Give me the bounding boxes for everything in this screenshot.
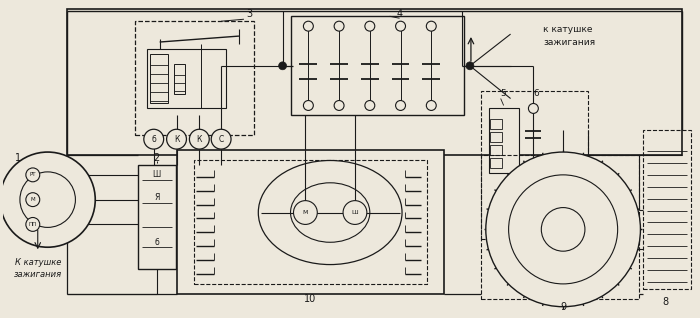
Circle shape bbox=[303, 100, 314, 110]
Circle shape bbox=[343, 201, 367, 225]
Text: 2: 2 bbox=[153, 153, 160, 163]
Bar bbox=[135, 21, 254, 135]
Bar bbox=[67, 9, 682, 155]
Bar bbox=[481, 91, 588, 239]
Bar bbox=[490, 132, 502, 142]
Text: б: б bbox=[151, 135, 156, 144]
Text: К: К bbox=[174, 135, 179, 144]
Circle shape bbox=[466, 62, 474, 70]
Text: к катушке: к катушке bbox=[543, 24, 593, 34]
Text: 10: 10 bbox=[304, 294, 316, 304]
Text: К: К bbox=[197, 135, 202, 144]
Bar bbox=[643, 130, 691, 289]
Circle shape bbox=[26, 218, 40, 232]
Text: Я: Я bbox=[154, 193, 160, 202]
Text: Ш: Ш bbox=[153, 170, 161, 179]
Circle shape bbox=[528, 103, 538, 114]
Text: зажигания: зажигания bbox=[14, 271, 62, 280]
Circle shape bbox=[293, 201, 317, 225]
Circle shape bbox=[144, 129, 164, 149]
Circle shape bbox=[334, 100, 344, 110]
Text: зажигания: зажигания bbox=[543, 38, 596, 46]
Circle shape bbox=[486, 152, 640, 307]
Ellipse shape bbox=[258, 161, 402, 265]
Circle shape bbox=[426, 21, 436, 31]
Bar bbox=[290, 16, 464, 115]
Circle shape bbox=[167, 129, 186, 149]
Text: М: М bbox=[302, 210, 308, 215]
Bar bbox=[150, 54, 167, 103]
Bar bbox=[195, 160, 427, 284]
Text: б: б bbox=[154, 238, 159, 247]
Bar bbox=[490, 119, 502, 129]
Text: С: С bbox=[218, 135, 224, 144]
Text: 6: 6 bbox=[533, 89, 539, 98]
Bar bbox=[489, 108, 519, 173]
Circle shape bbox=[509, 175, 617, 284]
Text: М: М bbox=[31, 197, 35, 202]
Circle shape bbox=[541, 208, 585, 251]
Circle shape bbox=[395, 21, 405, 31]
Text: 8: 8 bbox=[662, 297, 668, 307]
Circle shape bbox=[365, 100, 374, 110]
Text: Ш: Ш bbox=[351, 210, 358, 215]
Text: РТ: РТ bbox=[29, 172, 36, 177]
Ellipse shape bbox=[290, 183, 370, 242]
Circle shape bbox=[365, 21, 374, 31]
Bar bbox=[147, 49, 226, 108]
Circle shape bbox=[279, 62, 286, 70]
Text: 3: 3 bbox=[246, 9, 252, 19]
Circle shape bbox=[303, 21, 314, 31]
Text: 9: 9 bbox=[560, 302, 566, 312]
Bar bbox=[481, 155, 639, 299]
Bar bbox=[490, 158, 502, 168]
Circle shape bbox=[20, 172, 76, 227]
Circle shape bbox=[190, 129, 209, 149]
Text: 4: 4 bbox=[396, 9, 402, 19]
Circle shape bbox=[26, 193, 40, 207]
Bar bbox=[174, 64, 186, 93]
Circle shape bbox=[0, 152, 95, 247]
Bar bbox=[490, 145, 502, 155]
Circle shape bbox=[211, 129, 231, 149]
Text: 1: 1 bbox=[15, 153, 21, 163]
Circle shape bbox=[426, 100, 436, 110]
Circle shape bbox=[395, 100, 405, 110]
Text: ПП: ПП bbox=[29, 222, 37, 227]
Circle shape bbox=[334, 21, 344, 31]
Bar bbox=[138, 165, 176, 269]
Bar bbox=[176, 150, 444, 294]
Text: 5: 5 bbox=[500, 89, 507, 98]
Text: К катушке: К катушке bbox=[15, 258, 61, 266]
Circle shape bbox=[26, 168, 40, 182]
Text: 7: 7 bbox=[565, 208, 571, 217]
